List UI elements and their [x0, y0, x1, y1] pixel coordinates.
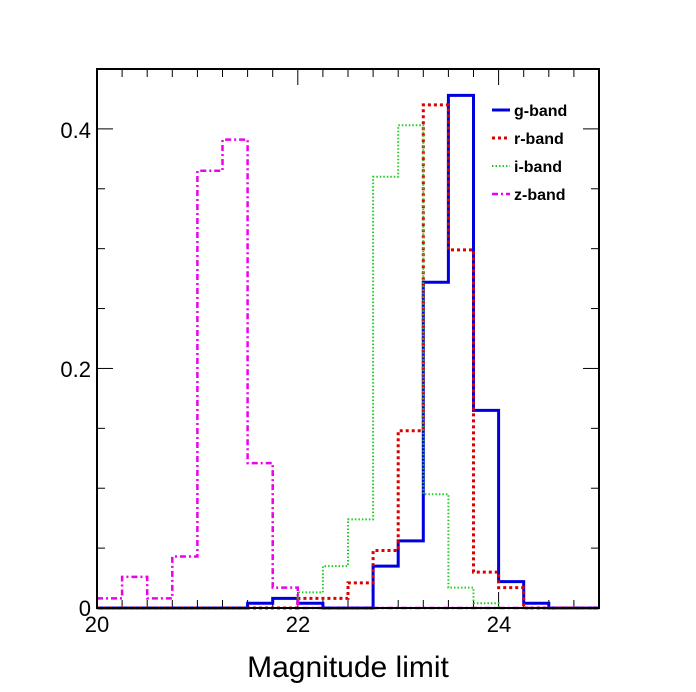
- x-tick-label: 24: [487, 612, 511, 637]
- x-tick-labels: 20 22 24: [85, 612, 511, 637]
- x-tick-label: 20: [85, 612, 109, 637]
- y-tick-label: 0.2: [60, 357, 91, 382]
- x-tick-label: 22: [286, 612, 310, 637]
- legend-label-i-band: i-band: [514, 159, 562, 176]
- plot-frame: [96, 68, 600, 609]
- y-tick-label: 0.4: [60, 118, 91, 143]
- legend-label-g-band: g-band: [514, 103, 567, 120]
- series-i-band: [97, 124, 599, 609]
- x-axis-title: Magnitude limit: [247, 651, 449, 684]
- legend-label-r-band: r-band: [514, 131, 564, 148]
- legend-label-z-band: z-band: [514, 187, 566, 204]
- y-tick-labels: 0 0.2 0.4: [60, 118, 91, 621]
- y-tick-label: 0: [79, 596, 91, 621]
- series-z-band: [97, 138, 599, 610]
- legend: g-band r-band i-band z-band: [492, 103, 567, 204]
